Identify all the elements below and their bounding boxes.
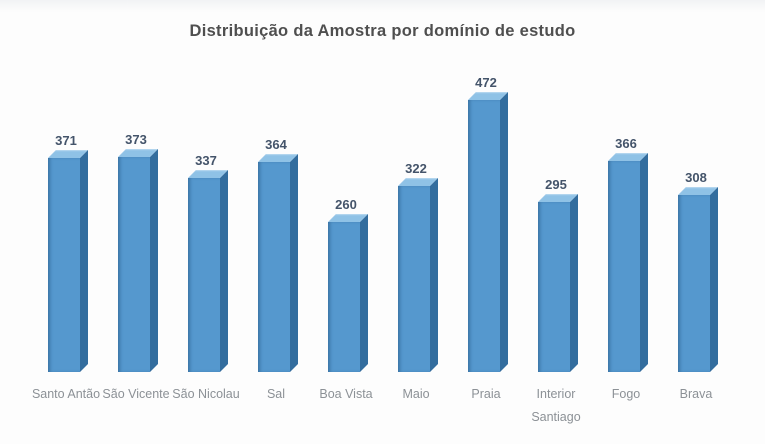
bar-side-face	[290, 154, 298, 372]
category-axis: Santo Antão São Vicente São Nicolau Sal Boa …	[0, 383, 765, 438]
bar-group: 472	[451, 0, 521, 372]
bar-group: 373	[101, 0, 171, 372]
bar-value-label: 366	[615, 136, 637, 151]
bar-group: 366	[591, 0, 661, 372]
category-label: Brava	[679, 387, 713, 401]
bar-group: 371	[31, 0, 101, 372]
bar-value-label: 295	[545, 177, 567, 192]
category-label: Maio	[402, 387, 430, 401]
bar-side-face	[640, 153, 648, 372]
bar-front-face	[328, 222, 360, 372]
category-label: São Nicolau	[172, 387, 240, 401]
bar-value-label: 364	[265, 137, 287, 152]
bar-side-face	[710, 187, 718, 372]
bar-side-face	[220, 170, 228, 372]
bar	[118, 149, 158, 372]
bar-value-label: 337	[195, 153, 217, 168]
bar-front-face	[608, 161, 640, 372]
bar	[258, 154, 298, 372]
bar-group: 295	[521, 0, 591, 372]
bar-front-face	[468, 100, 500, 372]
bar-front-face	[118, 157, 150, 372]
bar-group: 322	[381, 0, 451, 372]
bar-front-face	[258, 162, 290, 372]
bar	[398, 178, 438, 372]
bar	[48, 150, 88, 372]
bar-group: 308	[661, 0, 731, 372]
bar-value-label: 373	[125, 132, 147, 147]
bar-value-label: 472	[475, 75, 497, 90]
bar-side-face	[80, 150, 88, 372]
bar-side-face	[570, 194, 578, 372]
bar-value-label: 308	[685, 170, 707, 185]
chart-title: Distribuição da Amostra por domínio de e…	[189, 22, 576, 40]
plot-area: 371 373 337 364 260 322 472 295 366 308	[31, 0, 731, 372]
bar-group: 364	[241, 0, 311, 372]
bar	[678, 187, 718, 372]
bar-group: 260	[311, 0, 381, 372]
bar-front-face	[188, 178, 220, 372]
bar-front-face	[538, 202, 570, 372]
bar-side-face	[150, 149, 158, 372]
bar-group: 337	[171, 0, 241, 372]
bar	[608, 153, 648, 372]
bar	[328, 214, 368, 372]
category-label: Santo Antão	[31, 387, 101, 401]
bar-side-face	[360, 214, 368, 372]
category-label: Praia	[471, 387, 501, 401]
bar-value-label: 371	[55, 133, 77, 148]
category-label: São Vicente	[102, 387, 170, 401]
category-label: Fogo	[611, 387, 641, 401]
bar-side-face	[430, 178, 438, 372]
bar	[538, 194, 578, 372]
bar-front-face	[398, 186, 430, 372]
bar-side-face	[500, 92, 508, 372]
bar-value-label: 260	[335, 197, 357, 212]
category-label: Interior Santiago	[531, 387, 581, 424]
bar	[188, 170, 228, 372]
bar-front-face	[678, 195, 710, 372]
category-label: Boa Vista	[319, 387, 373, 401]
category-label: Sal	[266, 387, 286, 401]
bar	[468, 92, 508, 372]
bar-value-label: 322	[405, 161, 427, 176]
bar-front-face	[48, 158, 80, 372]
